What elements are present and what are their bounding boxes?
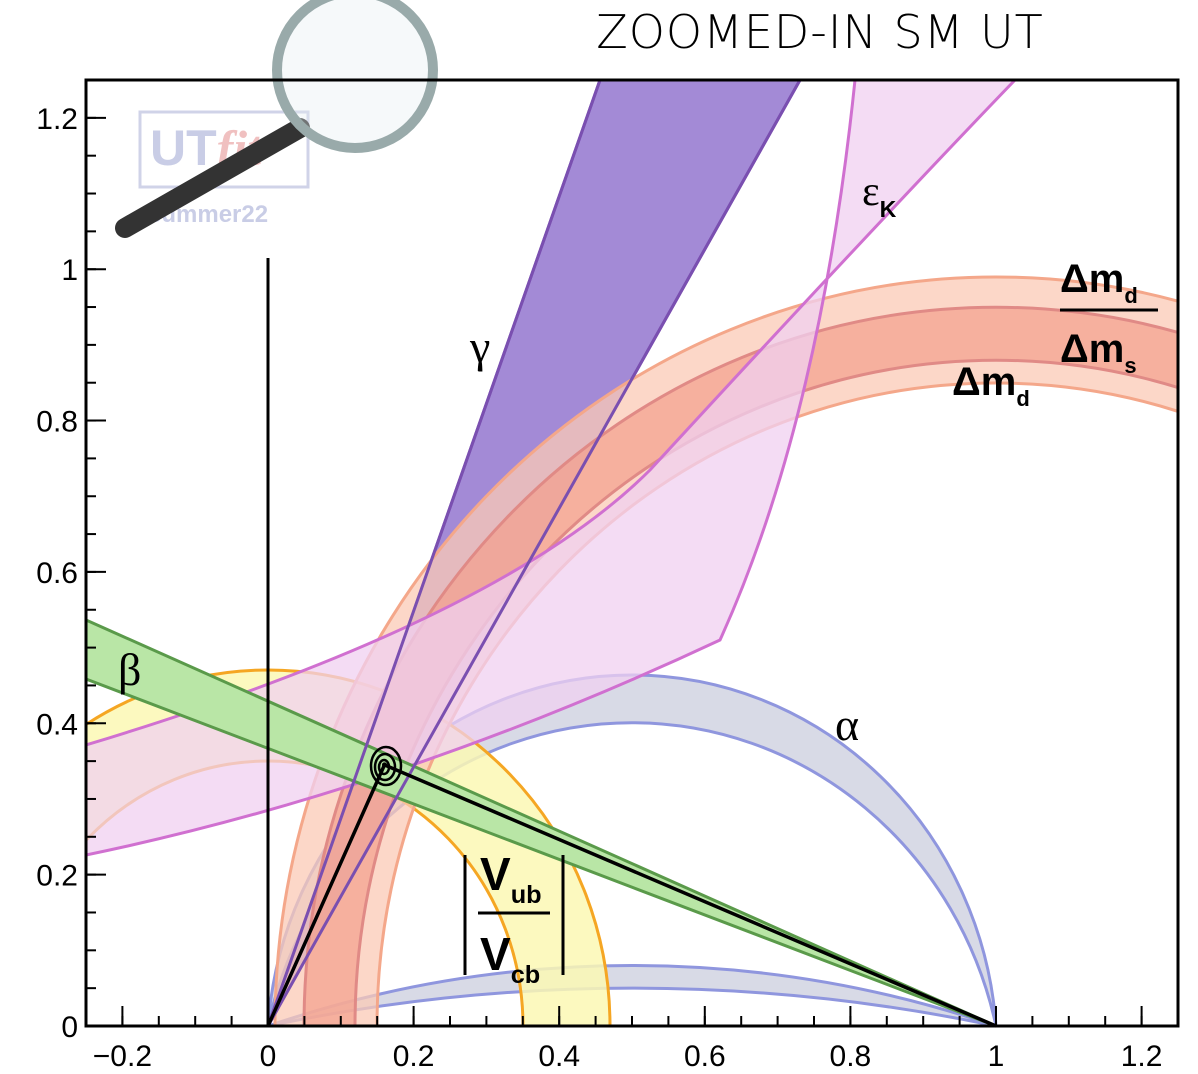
y-tick-label: 0.6 xyxy=(36,557,78,590)
annotation: Vub xyxy=(480,848,542,909)
y-tick-label: 0.4 xyxy=(36,708,78,741)
contour xyxy=(369,745,403,787)
annotation: Δmd xyxy=(1060,257,1138,308)
magnifier-handle xyxy=(115,118,310,238)
x-tick-label: 1 xyxy=(988,1040,1005,1073)
x-tick-label: 0.4 xyxy=(538,1040,580,1073)
gamma-edge xyxy=(266,80,802,1026)
x-tick-label: 0 xyxy=(260,1040,277,1073)
annotation-sub: cb xyxy=(511,961,541,989)
constraint-bands xyxy=(86,80,1178,1026)
magnifier xyxy=(115,0,438,238)
annotation-text: V xyxy=(480,928,511,980)
y-tick-label: 0.8 xyxy=(36,406,78,439)
annotation-text: V xyxy=(480,848,511,900)
annotation-text: ε xyxy=(862,169,880,215)
annotation: β xyxy=(118,644,141,695)
beta-band xyxy=(86,618,997,1026)
annotation-text: Δm xyxy=(1060,257,1124,301)
annotation-sub: d xyxy=(1016,386,1029,411)
annotation-sub: ub xyxy=(511,881,542,909)
annotation: Vcb xyxy=(480,928,540,989)
y-tick-label: 0.2 xyxy=(36,860,78,893)
annotation: Δmd xyxy=(952,360,1030,411)
annotation: α xyxy=(835,699,859,750)
y-tick-label: 1.2 xyxy=(36,103,78,136)
x-tick-label: 0.2 xyxy=(393,1040,435,1073)
y-tick-label: 1 xyxy=(61,254,78,287)
gamma-edge xyxy=(266,80,602,1026)
annotation: Δms xyxy=(1060,327,1137,378)
apex-point xyxy=(381,762,387,768)
x-tick-label: 1.2 xyxy=(1121,1040,1163,1073)
y-tick-label: 0 xyxy=(61,1011,78,1044)
chart-title: ZOOMED-IN SM UT xyxy=(596,5,1044,59)
x-tick-label: −0.2 xyxy=(93,1040,152,1073)
contour xyxy=(373,752,397,782)
magnifier-lens xyxy=(272,0,438,153)
annotation-text: γ xyxy=(469,321,490,372)
annotation: εK xyxy=(862,169,897,222)
watermark-box xyxy=(138,110,310,189)
annotation-text: β xyxy=(118,644,141,695)
annotation-sub: s xyxy=(1124,353,1136,378)
annotation-text: Δm xyxy=(952,360,1016,404)
annotation-text: Δm xyxy=(1060,327,1124,371)
x-tick-label: 0.8 xyxy=(830,1040,872,1073)
annotation-text: α xyxy=(835,699,859,750)
watermark-ut: UT xyxy=(150,120,217,176)
annotation: γ xyxy=(469,321,490,372)
annotation-sub: d xyxy=(1124,283,1137,308)
annotation-sub: K xyxy=(880,196,897,222)
x-tick-label: 0.6 xyxy=(684,1040,726,1073)
